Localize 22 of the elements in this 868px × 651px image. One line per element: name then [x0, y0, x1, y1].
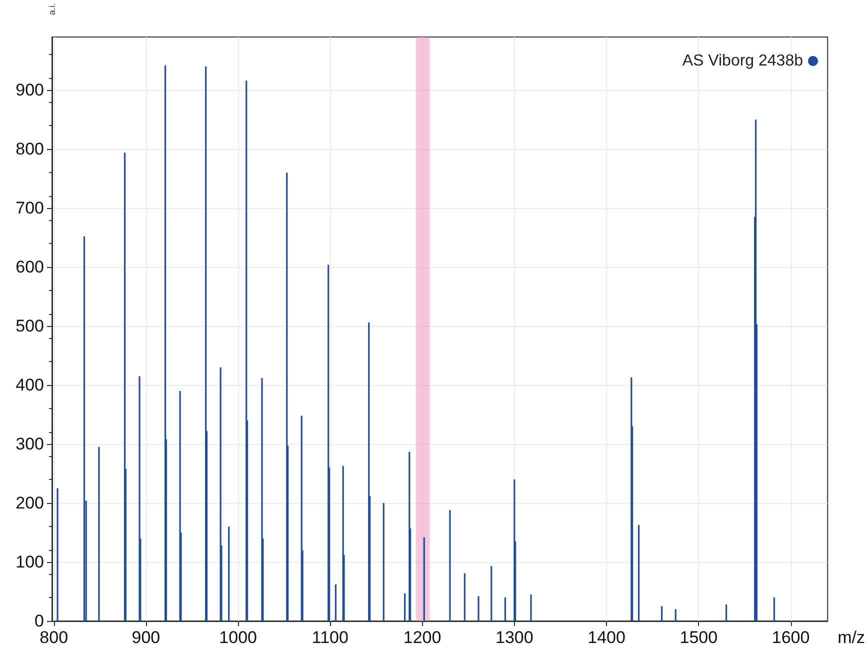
legend-label: AS Viborg 2438b — [682, 52, 804, 70]
y-tick-label: 100 — [16, 552, 44, 572]
x-tick-label: 1100 — [312, 628, 348, 647]
x-tick-label: 900 — [132, 628, 160, 647]
x-tick-label: 1600 — [772, 628, 810, 647]
y-tick-label: 700 — [16, 198, 44, 218]
x-tick-label: 800 — [40, 628, 68, 647]
y-tick-label: 0 — [34, 612, 44, 630]
y-tick-label: 300 — [16, 434, 44, 454]
x-tick-label: 1400 — [588, 628, 626, 647]
x-tick-label: 1300 — [496, 628, 534, 647]
x-axis-title: m/z — [838, 628, 866, 647]
x-tick-label: 1200 — [403, 628, 442, 647]
y-tick-label: 400 — [16, 376, 44, 395]
y-tick-label: 200 — [16, 494, 44, 513]
y-tick-label: 600 — [16, 258, 44, 277]
x-tick-label: 1000 — [219, 628, 257, 647]
y-tick-label: 900 — [16, 80, 44, 100]
y-axis-title: a.i. — [47, 3, 57, 16]
y-tick-label: 500 — [16, 316, 44, 336]
y-tick-label: 800 — [16, 140, 44, 159]
x-tick-label: 1500 — [680, 628, 718, 647]
